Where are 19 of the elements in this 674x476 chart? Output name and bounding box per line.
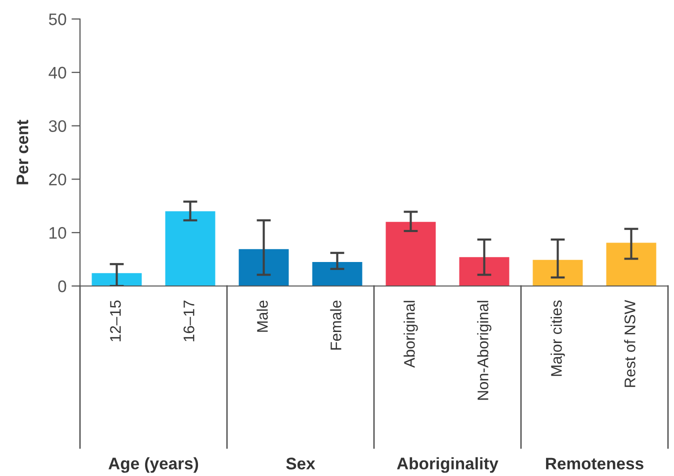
text: Remoteness: [546, 458, 644, 470]
text: Aboriginality: [396, 457, 498, 473]
y-tick-label: 20: [49, 174, 66, 186]
x-tick-label: Rest of NSW: [624, 300, 636, 387]
y-tick-label: 40: [48, 66, 66, 79]
y-tick-label: 0: [58, 280, 66, 292]
y-tick-label: 10: [50, 227, 66, 239]
x-tick-label: Major cities: [550, 300, 565, 376]
y-tick-label: 30: [48, 120, 66, 132]
x-tick-label: 16–17: [184, 300, 194, 342]
x-tick-label: Female: [330, 300, 342, 350]
x-tick-label: Aboriginal: [404, 300, 418, 368]
text: Sex: [286, 458, 316, 470]
x-tick-label: Male: [256, 300, 268, 332]
y-tick-label: 50: [48, 13, 66, 26]
y-axis-title: Per cent: [16, 120, 28, 184]
text: Age (years): [108, 457, 198, 473]
x-tick-label: 12–15: [110, 300, 121, 342]
x-tick-label: Non-Aboriginal: [477, 300, 492, 400]
